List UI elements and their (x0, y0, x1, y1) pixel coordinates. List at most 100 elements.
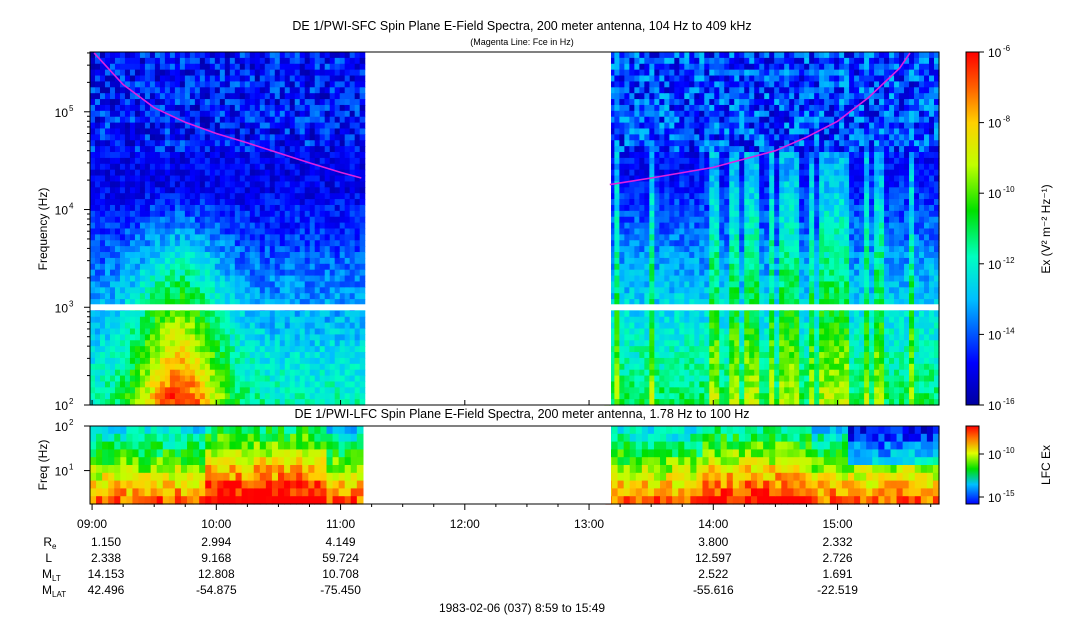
sfc-spectrogram-cell (244, 134, 251, 141)
sfc-spectrogram-cell (354, 116, 361, 124)
sfc-spectrogram-cell (344, 157, 351, 165)
sfc-spectrogram-cell (629, 140, 635, 147)
sfc-spectrogram-cell (234, 340, 241, 347)
sfc-spectrogram-cell (90, 252, 96, 259)
sfc-spectrogram-cell (719, 240, 725, 247)
sfc-spectrogram-cell (699, 52, 705, 59)
sfc-spectrogram-cell (619, 146, 625, 153)
sfc-spectrogram-cell (114, 263, 121, 271)
sfc-spectrogram-cell (189, 81, 196, 88)
sfc-spectrogram-cell (299, 93, 306, 100)
sfc-spectrogram-cell (709, 340, 715, 347)
sfc-spectrogram-cell (729, 322, 735, 330)
sfc-spectrogram-cell (624, 110, 630, 118)
sfc-spectrogram-cell (359, 293, 366, 300)
sfc-spectrogram-cell (139, 228, 146, 235)
sfc-spectrogram-cell (679, 269, 685, 277)
sfc-spectrogram-cell (714, 122, 720, 130)
sfc-spectrogram-cell (659, 393, 665, 400)
sfc-spectrogram-cell (734, 252, 740, 259)
sfc-spectrogram-cell (139, 75, 146, 83)
sfc-spectrogram-cell (334, 399, 341, 406)
sfc-spectrogram-cell (669, 369, 675, 377)
sfc-spectrogram-cell (624, 93, 630, 100)
sfc-spectrogram-cell (264, 340, 271, 347)
sfc-spectrogram-cell (649, 69, 655, 77)
sfc-spectrogram-cell (664, 263, 670, 271)
sfc-spectrogram-cell (699, 163, 705, 171)
sfc-spectrogram-cell (614, 122, 620, 130)
sfc-spectrogram-cell (684, 399, 690, 406)
sfc-spectrogram-cell (164, 57, 171, 65)
sfc-spectrogram-cell (324, 287, 331, 294)
sfc-spectrogram-cell (279, 316, 286, 324)
sfc-spectrogram-cell (714, 393, 720, 400)
sfc-spectrogram-cell (689, 52, 695, 59)
sfc-spectrogram-cell (284, 234, 291, 241)
sfc-spectrogram-cell (154, 75, 161, 83)
sfc-spectrogram-cell (179, 210, 186, 218)
sfc-spectrogram-cell (354, 152, 361, 159)
sfc-spectrogram-cell (94, 246, 101, 253)
sfc-spectrogram-cell (209, 234, 216, 241)
sfc-spectrogram-cell (359, 104, 366, 112)
sfc-spectrogram-cell (714, 334, 720, 341)
sfc-spectrogram-cell (674, 140, 680, 147)
sfc-spectrogram-cell (119, 263, 126, 271)
sfc-spectrogram-cell (234, 363, 241, 371)
sfc-spectrogram-cell (129, 281, 136, 288)
sfc-spectrogram-cell (344, 310, 351, 318)
sfc-spectrogram-cell (234, 252, 241, 259)
sfc-spectrogram-cell (359, 399, 366, 406)
sfc-spectrogram-cell (289, 57, 296, 65)
sfc-spectrogram-cell (699, 69, 705, 77)
sfc-spectrogram-cell (714, 157, 720, 165)
sfc-spectrogram-cell (734, 228, 740, 235)
sfc-spectrogram-cell (689, 322, 695, 330)
sfc-spectrogram-cell (334, 193, 341, 200)
sfc-spectrogram-cell (244, 293, 251, 300)
sfc-spectrogram-cell (689, 363, 695, 371)
sfc-spectrogram-cell (229, 93, 236, 100)
sfc-spectrogram-cell (174, 328, 181, 335)
sfc-spectrogram-cell (329, 393, 336, 400)
sfc-spectrogram-cell (224, 399, 231, 406)
sfc-spectrogram-cell (724, 281, 730, 288)
sfc-spectrogram-cell (664, 369, 670, 377)
sfc-spectrogram-cell (694, 52, 700, 59)
sfc-spectrogram-cell (224, 287, 231, 294)
sfc-spectrogram-cell (94, 110, 101, 118)
sfc-spectrogram-cell (94, 175, 101, 183)
sfc-spectrogram-cell (669, 299, 675, 306)
sfc-spectrogram-cell (669, 87, 675, 94)
sfc-spectrogram-cell (244, 116, 251, 124)
sfc-spectrogram-cell (709, 110, 715, 118)
sfc-spectrogram-cell (109, 75, 116, 83)
sfc-spectrogram-cell (99, 110, 106, 118)
sfc-spectrogram-cell (739, 146, 745, 153)
sfc-spectrogram-cell (179, 128, 186, 135)
sfc-spectrogram-cell (239, 222, 246, 230)
sfc-spectrogram-cell (154, 340, 161, 347)
sfc-spectrogram-cell (324, 93, 331, 100)
sfc-spectrogram-cell (724, 340, 730, 347)
sfc-spectrogram-cell (254, 287, 261, 294)
sfc-spectrogram-cell (704, 328, 710, 335)
sfc-spectrogram-cell (194, 299, 201, 306)
sfc-spectrogram-cell (724, 152, 730, 159)
sfc-spectrogram-cell (719, 328, 725, 335)
sfc-spectrogram-cell (639, 299, 645, 306)
sfc-spectrogram-cell (104, 187, 111, 194)
sfc-spectrogram-cell (339, 228, 346, 235)
sfc-spectrogram-cell (199, 293, 206, 300)
sfc-spectrogram-cell (149, 199, 156, 206)
sfc-spectrogram-cell (90, 340, 96, 347)
sfc-spectrogram-cell (199, 163, 206, 171)
sfc-spectrogram-cell (169, 110, 176, 118)
sfc-spectrogram-cell (649, 216, 655, 224)
sfc-spectrogram-cell (629, 146, 635, 153)
sfc-spectrogram-cell (304, 252, 311, 259)
sfc-spectrogram-cell (204, 81, 211, 88)
sfc-spectrogram-cell (194, 57, 201, 65)
sfc-spectrogram-cell (274, 122, 281, 130)
